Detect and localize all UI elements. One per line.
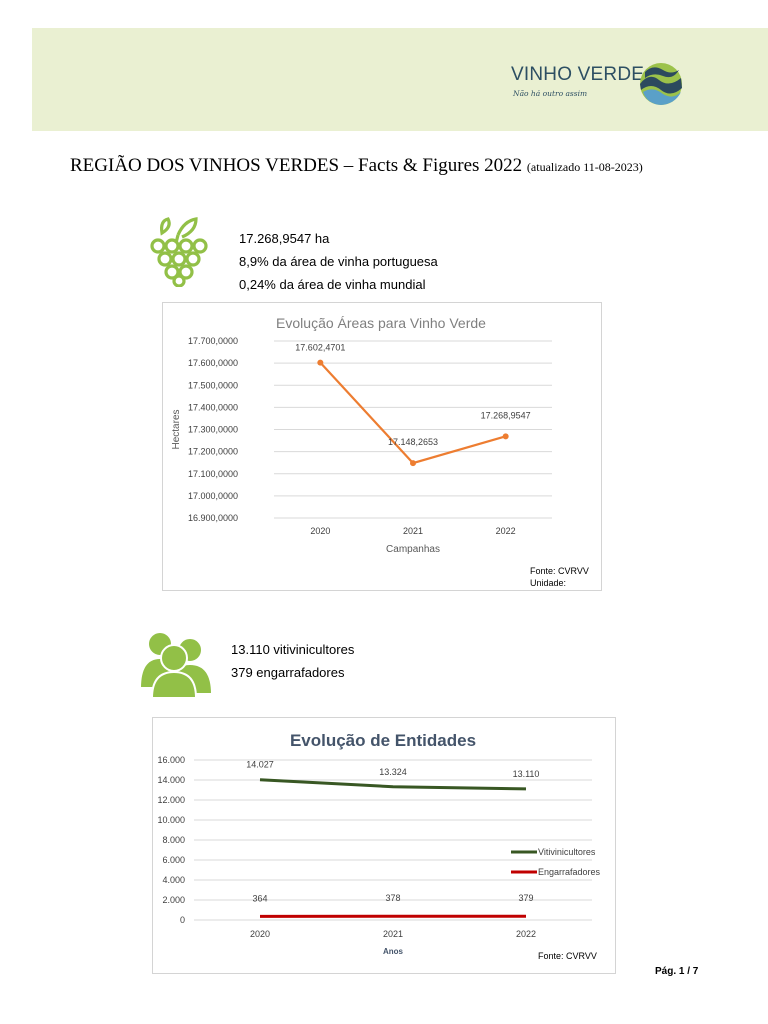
entities-ytick-label: 12.000	[157, 795, 185, 805]
area-data-label: 17.602,4701	[295, 343, 345, 353]
entities-chart-source: Fonte: CVRVV	[538, 951, 597, 961]
entities-ytick-label: 14.000	[157, 775, 185, 785]
area-ytick-label: 17.600,0000	[188, 358, 238, 368]
area-chart-source: Fonte: CVRVV Unidade:	[530, 565, 589, 589]
entities-data-label: 13.324	[379, 767, 407, 777]
area-ytick-label: 17.300,0000	[188, 425, 238, 435]
entities-xtick-label: 2022	[516, 929, 536, 939]
area-pct-portugal: 8,9% da área de vinha portuguesa	[239, 254, 438, 269]
entities-ytick-label: 16.000	[157, 755, 185, 765]
title-text: REGIÃO DOS VINHOS VERDES – Facts & Figur…	[70, 155, 523, 176]
area-data-label: 17.148,2653	[388, 437, 438, 447]
area-chart-title: Evolução Áreas para Vinho Verde	[276, 315, 486, 331]
document-title: REGIÃO DOS VINHOS VERDES – Facts & Figur…	[70, 155, 643, 177]
vinho-verde-logo: VINHO VERDE Não há outro assim	[505, 58, 695, 108]
bottlers-count: 379 engarrafadores	[231, 665, 345, 680]
area-ytick-label: 17.500,0000	[188, 380, 238, 390]
area-data-point	[502, 433, 509, 440]
entities-ytick-label: 4.000	[162, 875, 185, 885]
entities-xtick-label: 2020	[250, 929, 270, 939]
logo-wordmark: VINHO VERDE	[511, 64, 645, 85]
area-unit-text: Unidade:	[530, 578, 567, 588]
entities-series-line-vitivinicultores	[259, 778, 527, 791]
entities-data-label: 364	[252, 893, 267, 903]
area-data-point	[317, 359, 324, 366]
logo-tagline: Não há outro assim	[513, 89, 588, 98]
logo-wave-icon	[640, 63, 682, 105]
entities-ytick-label: 0	[180, 915, 185, 925]
area-data-label: 17.268,9547	[481, 410, 531, 420]
entities-data-label: 14.027	[246, 760, 274, 770]
entity-stats: 13.110 vitivinicultores 379 engarrafador…	[231, 638, 354, 684]
area-pct-world: 0,24% da área de vinha mundial	[239, 277, 426, 292]
grapes-icon	[150, 217, 208, 287]
updated-date: (atualizado 11-08-2023)	[526, 160, 643, 174]
area-ytick-label: 17.200,0000	[188, 447, 238, 457]
entities-xtick-label: 2021	[383, 929, 403, 939]
area-stats: 17.268,9547 ha 8,9% da área de vinha por…	[239, 227, 438, 296]
entities-legend-label: Engarrafadores	[538, 867, 601, 877]
entities-xaxis-label: Anos	[383, 947, 404, 956]
people-icon	[138, 631, 214, 698]
growers-count: 13.110 vitivinicultores	[231, 642, 355, 657]
area-xaxis-label: Campanhas	[386, 544, 440, 555]
entities-data-label: 13.110	[513, 769, 540, 779]
area-series-line	[319, 361, 506, 465]
area-chart-frame	[162, 302, 602, 591]
area-data-point	[410, 460, 416, 467]
area-ytick-label: 17.000,0000	[188, 491, 238, 501]
entities-ytick-label: 8.000	[162, 835, 185, 845]
entities-data-label: 379	[518, 893, 533, 903]
area-source-text: Fonte: CVRVV	[530, 566, 589, 576]
area-yaxis-label: Hectares	[171, 409, 182, 449]
area-xtick-label: 2020	[310, 526, 330, 536]
area-ytick-label: 17.400,0000	[188, 402, 238, 412]
area-xtick-label: 2022	[496, 526, 516, 536]
entities-data-label: 378	[385, 893, 400, 903]
area-ytick-label: 17.700,0000	[188, 336, 238, 346]
entities-ytick-label: 10.000	[157, 815, 185, 825]
area-ytick-label: 16.900,0000	[188, 513, 238, 523]
entities-ytick-label: 6.000	[162, 855, 185, 865]
area-ytick-label: 17.100,0000	[188, 469, 238, 479]
entities-legend-label: Vitivinicultores	[538, 847, 596, 857]
entities-ytick-label: 2.000	[162, 895, 185, 905]
entities-chart: Evolução de Entidades 16.000 14.000 12.000 1…	[157, 731, 601, 956]
entities-chart-title: Evolução de Entidades	[290, 731, 476, 750]
area-xtick-label: 2021	[403, 526, 423, 536]
area-hectares: 17.268,9547 ha	[239, 231, 330, 246]
page-number: Pág. 1 / 7	[655, 966, 699, 977]
area-chart: Evolução Áreas para Vinho Verde 17.700,00…	[171, 315, 552, 555]
